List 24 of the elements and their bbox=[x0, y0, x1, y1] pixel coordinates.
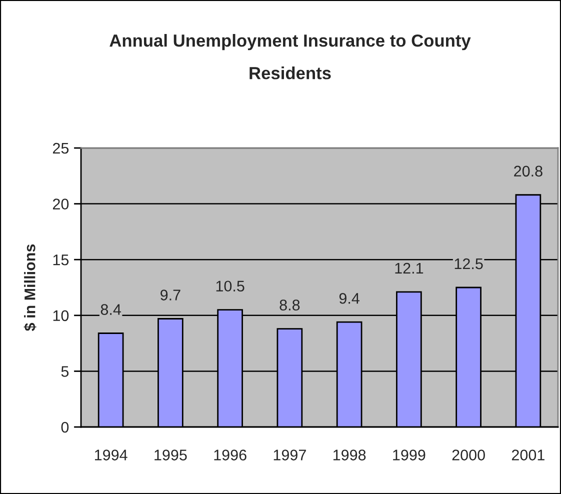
data-label: 9.7 bbox=[160, 290, 180, 300]
x-tick-label: 2001 bbox=[512, 450, 544, 460]
data-label: 8.8 bbox=[280, 300, 300, 310]
y-tick-label: 20 bbox=[52, 198, 69, 210]
x-tick-label: 1994 bbox=[94, 450, 128, 460]
y-tick-label: 5 bbox=[61, 366, 69, 377]
x-tick-label: 1995 bbox=[154, 450, 187, 460]
data-label: 8.4 bbox=[100, 304, 121, 315]
x-tick-label: 1997 bbox=[274, 450, 306, 460]
x-tick-label: 1999 bbox=[393, 450, 426, 460]
x-tick-label: 1996 bbox=[214, 450, 246, 460]
data-label: 10.5 bbox=[216, 280, 244, 292]
x-tick-label: 1998 bbox=[333, 450, 366, 460]
chart-title: Annual Unemployment Insurance to County Residents bbox=[110, 34, 471, 80]
x-tick-label: 2000 bbox=[452, 450, 485, 460]
y-tick-label: 15 bbox=[53, 254, 69, 266]
y-tick-label: 0 bbox=[61, 422, 69, 433]
y-axis-title: $ in Millions bbox=[24, 244, 36, 332]
y-tick-label: 10 bbox=[53, 310, 69, 322]
y-tick-label: 25 bbox=[52, 142, 69, 154]
data-label: 12.5 bbox=[454, 258, 483, 270]
data-label: 9.4 bbox=[339, 292, 360, 304]
data-label: 12.1 bbox=[395, 262, 424, 274]
data-label: 20.8 bbox=[514, 166, 542, 177]
